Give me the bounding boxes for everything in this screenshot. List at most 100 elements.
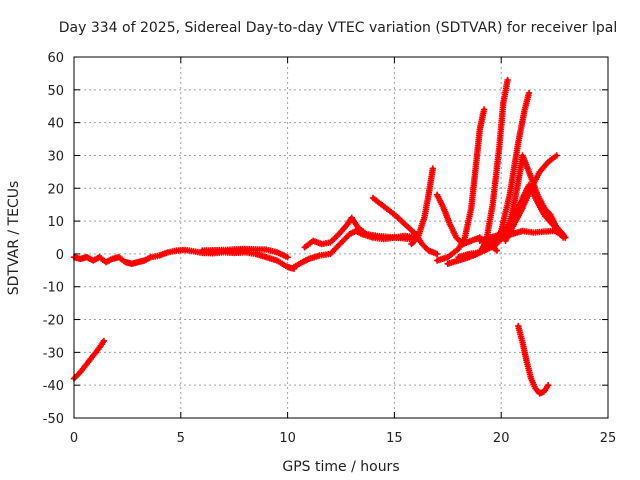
data-point <box>533 386 537 391</box>
data-point <box>166 250 170 254</box>
data-point <box>454 235 458 240</box>
series-midday-rise <box>290 227 419 271</box>
data-point <box>531 230 535 235</box>
data-point <box>542 390 546 394</box>
data-point <box>527 170 531 174</box>
data-point <box>555 153 559 158</box>
data-point <box>533 196 537 200</box>
data-point <box>525 360 529 364</box>
series-late-curve-10 <box>502 152 560 244</box>
data-point <box>516 180 520 184</box>
series-baseline-upper <box>199 245 291 261</box>
x-tick-label: 25 <box>600 431 617 446</box>
data-point <box>478 239 482 243</box>
data-point <box>350 216 354 220</box>
y-tick-label: -10 <box>43 281 64 296</box>
series-early-negative <box>70 337 108 382</box>
data-point <box>341 239 345 243</box>
data-point <box>275 258 279 263</box>
series-markers <box>290 227 419 271</box>
data-point <box>78 370 83 374</box>
data-point <box>503 239 508 243</box>
data-point <box>520 229 525 233</box>
data-point <box>102 339 106 343</box>
data-point <box>117 255 121 259</box>
data-point <box>286 265 290 269</box>
data-point <box>431 166 435 171</box>
data-point <box>441 206 446 210</box>
data-point <box>130 262 134 266</box>
data-point <box>488 235 493 240</box>
data-point <box>456 247 461 251</box>
x-tick-label: 15 <box>386 431 403 446</box>
data-point <box>456 255 461 259</box>
y-tick-label: 40 <box>47 117 64 132</box>
data-point <box>123 260 127 264</box>
data-point <box>347 232 352 236</box>
data-point <box>469 206 473 210</box>
data-series <box>70 76 569 397</box>
data-point <box>426 249 431 253</box>
data-point <box>300 260 305 264</box>
data-point <box>542 212 546 217</box>
data-point <box>328 240 332 245</box>
data-point <box>529 377 533 381</box>
data-point <box>253 252 258 256</box>
y-tick-label: 50 <box>47 84 64 99</box>
data-point <box>157 253 162 258</box>
data-point <box>482 107 486 112</box>
data-point <box>495 249 499 253</box>
data-point <box>471 253 476 258</box>
data-point <box>538 391 542 395</box>
data-point <box>523 107 527 112</box>
data-point <box>416 235 420 240</box>
data-point <box>200 249 204 253</box>
data-point <box>497 147 501 151</box>
x-tick-label: 20 <box>493 431 510 446</box>
data-point <box>275 250 279 254</box>
data-point <box>435 258 439 263</box>
data-point <box>538 170 542 174</box>
data-point <box>555 226 559 230</box>
data-point <box>520 206 525 210</box>
series-markers <box>369 194 441 258</box>
series-late-curve-8 <box>476 181 567 244</box>
y-tick-label: 30 <box>47 149 64 164</box>
data-point <box>328 252 332 256</box>
y-tick-label: -20 <box>43 314 64 329</box>
data-point <box>420 242 424 246</box>
series-markers <box>70 337 108 382</box>
data-point <box>292 265 296 269</box>
axis-ticks: 0 5 10 15 20 25 -50 -40 -30 -20 -10 0 10 20 30 40 50 60 <box>43 51 617 446</box>
data-point <box>561 235 565 240</box>
data-point <box>303 245 307 249</box>
data-point <box>98 255 102 259</box>
data-point <box>548 212 552 217</box>
data-point <box>520 196 525 200</box>
data-point <box>520 153 525 158</box>
data-point <box>473 166 478 171</box>
data-point <box>446 255 450 259</box>
data-point <box>382 204 386 208</box>
data-point <box>354 229 358 233</box>
y-tick-label: -40 <box>43 379 64 394</box>
x-tick-label: 10 <box>279 431 296 446</box>
data-point <box>422 216 426 220</box>
data-point <box>371 196 375 200</box>
data-point <box>85 362 89 366</box>
data-point <box>337 232 341 236</box>
data-point <box>542 206 546 210</box>
data-point <box>320 242 324 246</box>
y-tick-label: 20 <box>47 182 64 197</box>
data-point <box>183 248 187 252</box>
data-point <box>104 260 108 264</box>
data-point <box>221 248 226 252</box>
data-point <box>409 242 414 246</box>
data-point <box>264 248 268 252</box>
y-tick-label: -50 <box>43 412 64 427</box>
y-tick-label: 0 <box>56 248 64 263</box>
data-point <box>508 193 512 197</box>
data-point <box>110 257 115 261</box>
data-point <box>469 239 473 243</box>
data-point <box>499 232 503 236</box>
